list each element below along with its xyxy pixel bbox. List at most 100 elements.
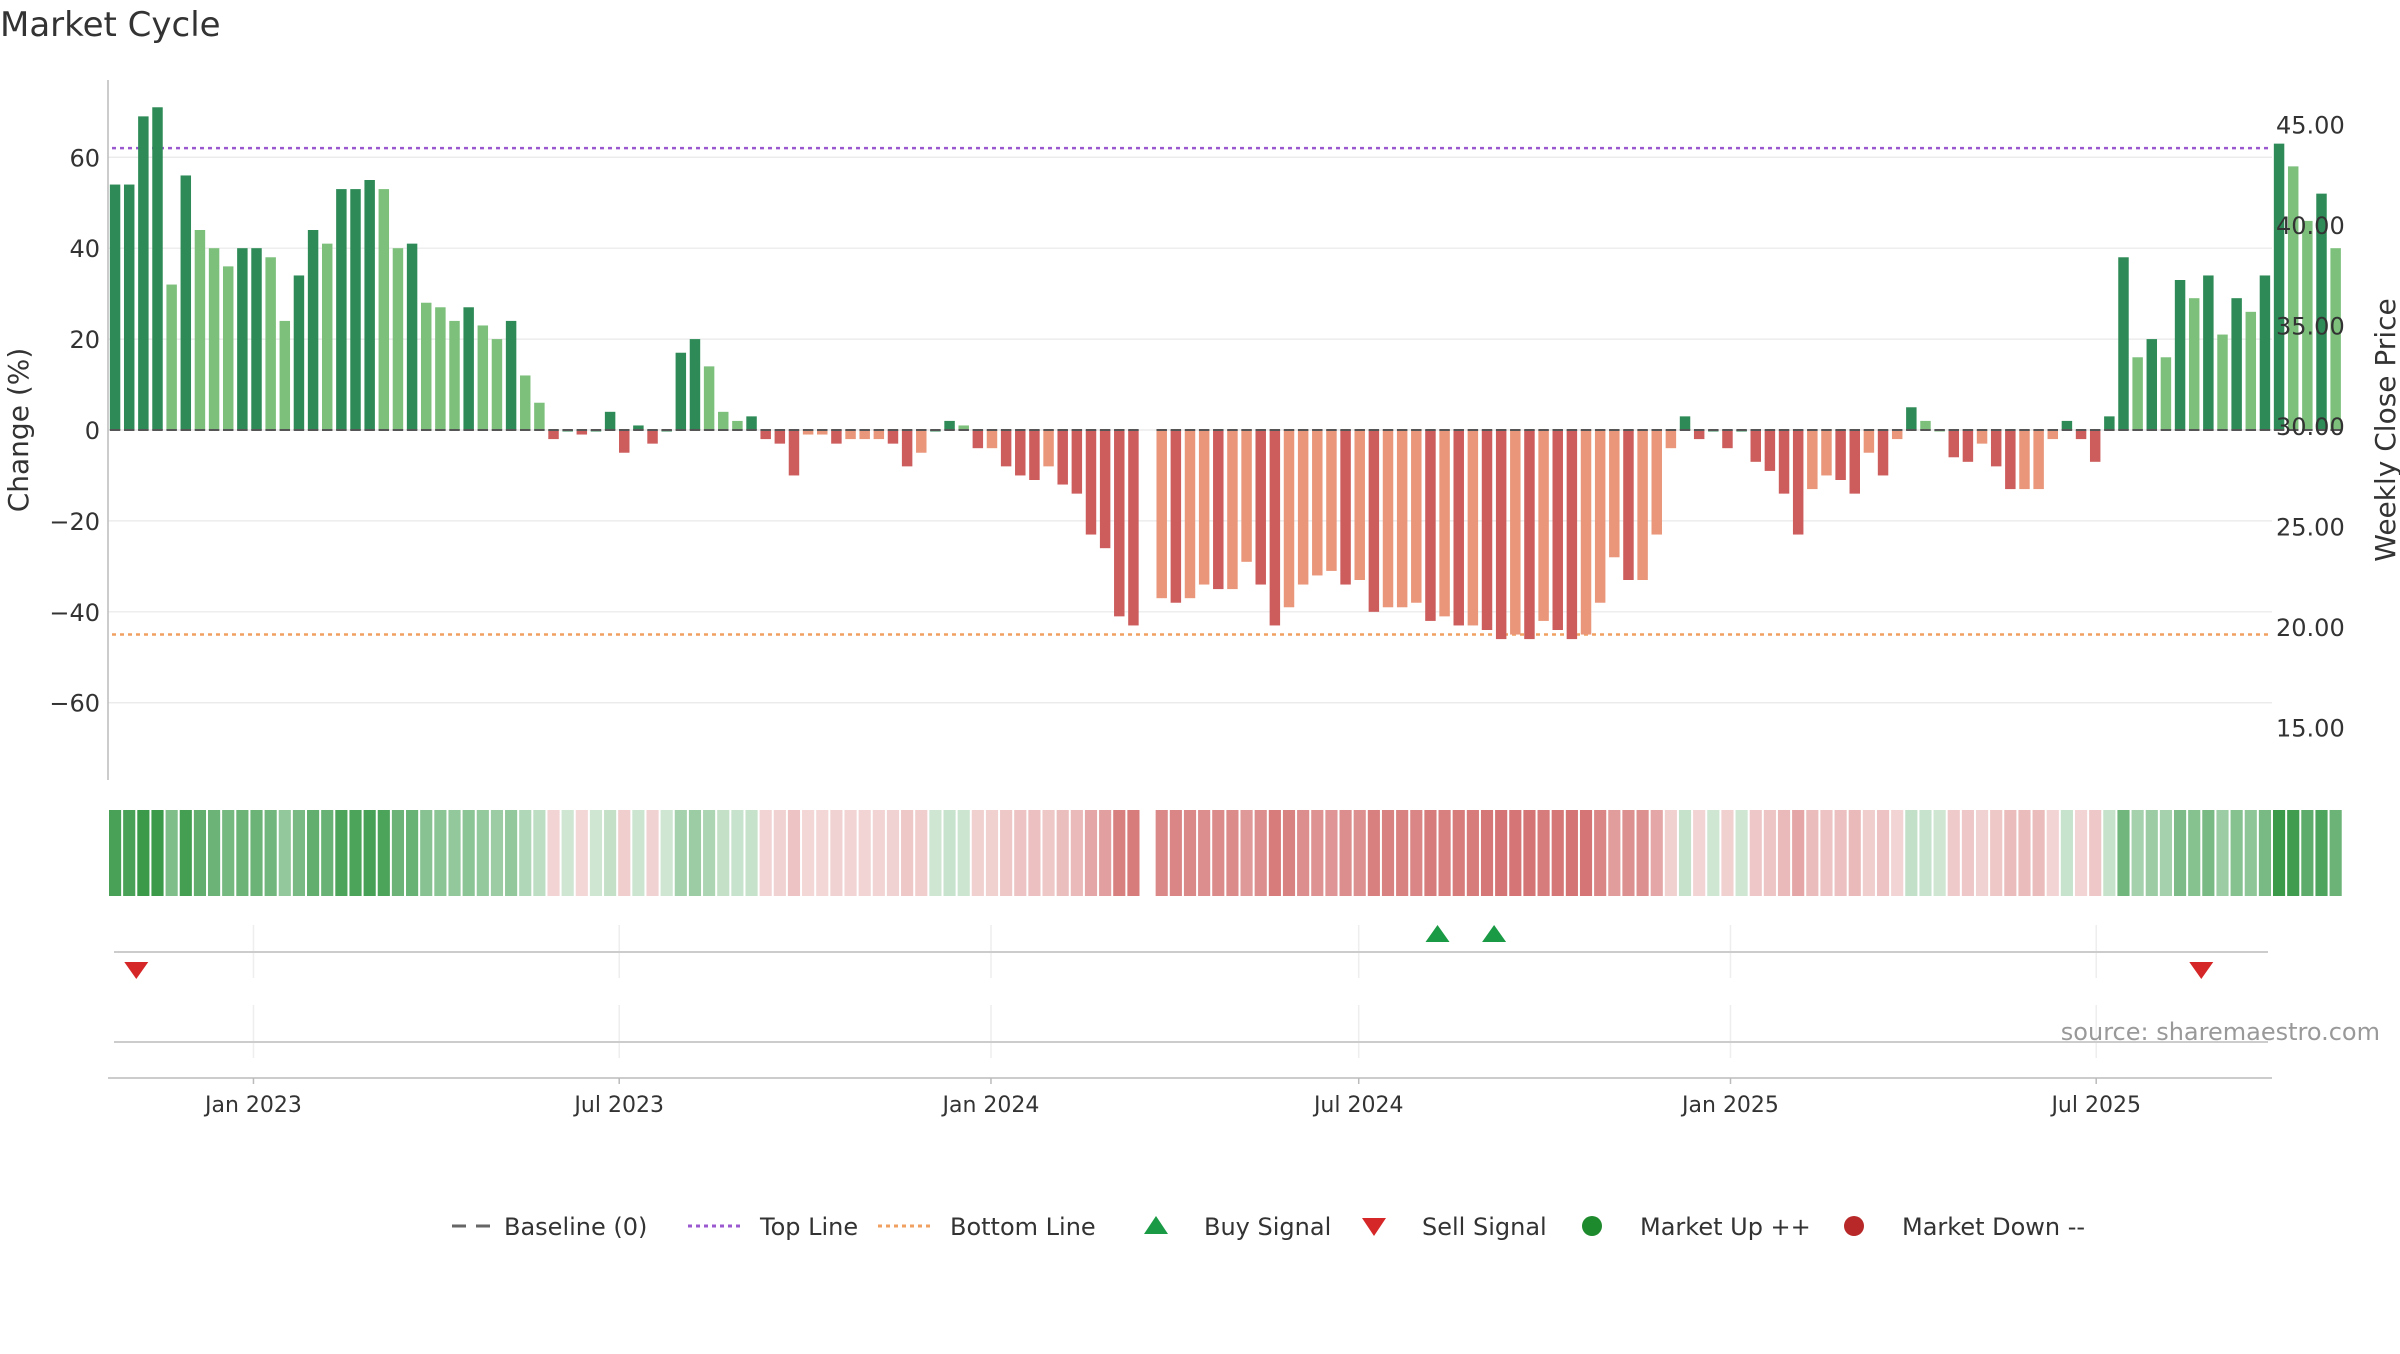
y2-tick-label: 35.00 <box>2276 312 2345 340</box>
buy-signal-marker <box>1425 925 1450 942</box>
bar <box>788 430 800 476</box>
bar <box>859 430 870 440</box>
strip-cell <box>1028 810 1041 896</box>
strip-cell <box>519 810 532 896</box>
bar <box>2330 248 2341 430</box>
bar <box>2047 430 2059 440</box>
bar <box>152 107 163 430</box>
bar <box>986 430 998 449</box>
bar <box>1467 430 1479 626</box>
bar <box>1085 430 1097 535</box>
strip-cell <box>1410 810 1423 896</box>
bar <box>1651 430 1662 535</box>
strip-cell <box>1678 810 1692 896</box>
bar <box>477 325 489 430</box>
bar <box>2316 193 2327 430</box>
strip-cell <box>985 810 999 896</box>
bar <box>1453 430 1464 626</box>
bar <box>307 230 319 430</box>
bar <box>1495 430 1507 640</box>
legend-label: Buy Signal <box>1204 1213 1331 1241</box>
strip-cell <box>391 810 405 896</box>
bar <box>1920 420 1931 430</box>
strip-cell <box>1749 810 1762 896</box>
strip-cell <box>1721 810 1734 896</box>
y-tick-label: 0 <box>85 417 100 445</box>
y-tick-label: −20 <box>49 508 100 536</box>
strip-cell <box>1523 810 1536 896</box>
strip-cell <box>1834 810 1847 896</box>
strip-cell <box>872 810 885 896</box>
bar <box>1962 430 1974 462</box>
legend-swatch <box>1362 1218 1386 1236</box>
strip-cell <box>264 810 277 896</box>
strip-cell <box>2273 810 2286 896</box>
strip-cell <box>1777 810 1791 896</box>
bar <box>1792 430 1804 535</box>
strip-cell <box>1014 810 1027 896</box>
strip-cell <box>858 810 871 896</box>
strip-cell <box>335 810 348 896</box>
bar <box>1580 430 1592 635</box>
bar <box>520 375 531 430</box>
bar <box>505 320 517 430</box>
strip-cell <box>688 810 702 896</box>
y-tick-label: 20 <box>69 326 100 354</box>
legend-label: Market Up ++ <box>1640 1213 1811 1241</box>
bar <box>746 416 757 430</box>
strip-cell <box>787 810 801 896</box>
y2-tick-label: 20.00 <box>2276 614 2345 642</box>
bar <box>449 320 460 430</box>
x-tick-label: Jul 2023 <box>572 1093 664 1118</box>
x-tick-label: Jul 2024 <box>1312 1093 1404 1118</box>
bar <box>944 420 955 430</box>
bar <box>1255 430 1266 585</box>
strip-cell <box>1381 810 1395 896</box>
strip-cell <box>1693 810 1706 896</box>
bar <box>251 248 262 430</box>
bar <box>1241 430 1252 562</box>
bar <box>548 430 559 440</box>
strip-cell <box>604 810 617 896</box>
strip-cell <box>179 810 192 896</box>
strip-cell <box>561 810 574 896</box>
bar <box>972 430 984 449</box>
bar <box>604 411 616 430</box>
bar <box>831 430 842 444</box>
strip-cell <box>193 810 207 896</box>
strip-cell <box>2018 810 2031 896</box>
strip-cell <box>151 810 164 896</box>
bar <box>2231 298 2242 430</box>
bar <box>1849 430 1860 494</box>
strip-cell <box>462 810 475 896</box>
legend-label: Bottom Line <box>950 1213 1096 1241</box>
bar <box>916 430 927 453</box>
legend-item: Market Up ++ <box>1582 1213 1811 1241</box>
bar <box>123 184 135 430</box>
strip-cell <box>1551 810 1564 896</box>
strip-cell <box>2315 810 2328 896</box>
bar <box>1368 430 1380 612</box>
strip-cell <box>1735 810 1748 896</box>
strip-cell <box>1339 810 1352 896</box>
bars <box>109 107 2341 640</box>
strip-cell <box>589 810 603 896</box>
bar <box>166 284 177 430</box>
strip-cell <box>1367 810 1380 896</box>
bar <box>378 189 390 430</box>
sell-signal-marker <box>2189 962 2214 979</box>
bar <box>435 307 446 430</box>
bar <box>2273 143 2285 431</box>
strip-cell <box>2032 810 2045 896</box>
bar <box>958 425 969 430</box>
strip-cell <box>901 810 914 896</box>
strip-cell <box>1311 810 1324 896</box>
bar <box>138 116 149 430</box>
bar <box>1609 430 1620 558</box>
strip-cell <box>1480 810 1494 896</box>
strip-cell <box>1099 810 1112 896</box>
strip-cell <box>2244 810 2257 896</box>
strip-cell <box>1282 810 1296 896</box>
strip-cell <box>505 810 518 896</box>
